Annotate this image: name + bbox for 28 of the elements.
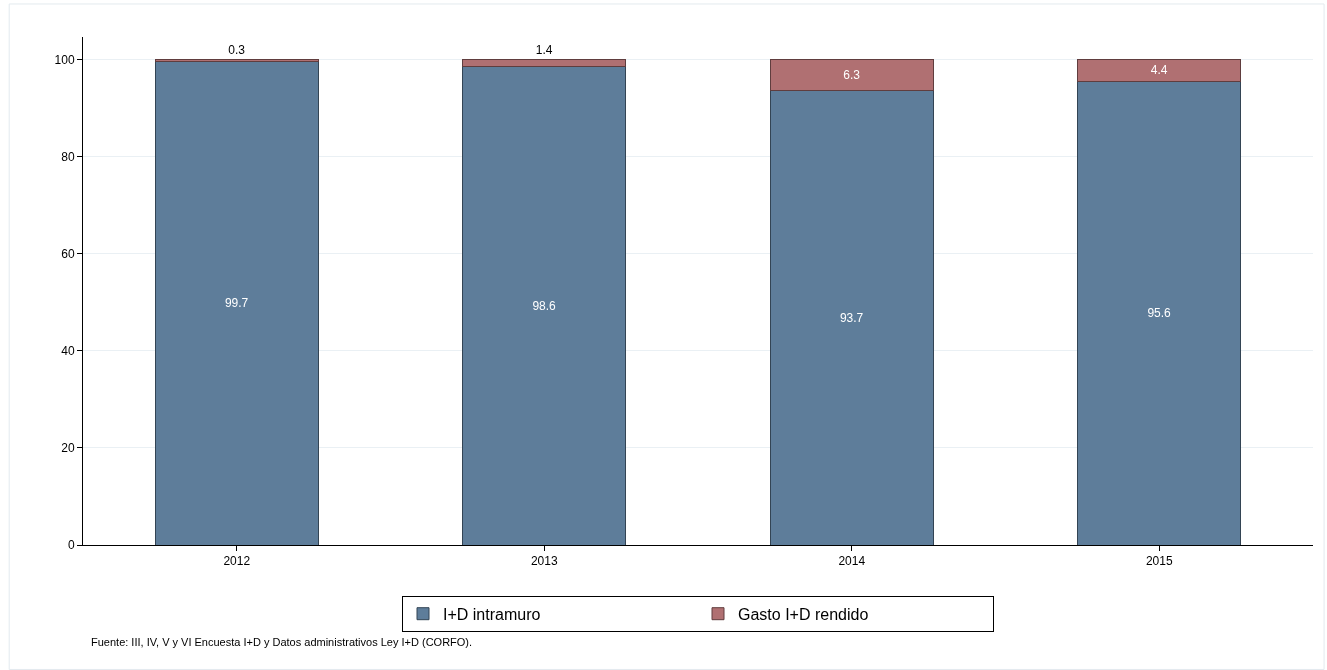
y-tick-label: 100 bbox=[54, 53, 75, 67]
bar bbox=[1077, 80, 1242, 545]
data-label: 95.6 bbox=[1147, 306, 1172, 321]
data-label: 1.4 bbox=[535, 42, 553, 57]
y-tick-label: 60 bbox=[61, 247, 75, 262]
legend-label: I+D intramuro bbox=[443, 605, 541, 623]
y-tick-label: 40 bbox=[61, 344, 75, 359]
bar bbox=[462, 66, 627, 545]
y-tick-label: 0 bbox=[67, 538, 75, 553]
bar bbox=[1077, 59, 1242, 82]
data-label: 93.7 bbox=[839, 310, 864, 325]
bar bbox=[154, 60, 319, 545]
x-tick-label: 2014 bbox=[838, 554, 866, 569]
x-tick-label: 2015 bbox=[1145, 554, 1173, 569]
bar bbox=[462, 59, 627, 68]
bar bbox=[769, 59, 934, 91]
legend-label: Gasto I+D rendido bbox=[738, 605, 869, 623]
bar bbox=[769, 89, 934, 545]
y-tick-label: 20 bbox=[61, 441, 75, 456]
x-tick-label: 2012 bbox=[223, 554, 251, 569]
data-label: 6.3 bbox=[843, 68, 861, 83]
data-label: 4.4 bbox=[1150, 63, 1168, 78]
data-label: 98.6 bbox=[532, 298, 557, 313]
data-label: 0.3 bbox=[228, 42, 246, 57]
y-tick-label: 80 bbox=[61, 150, 75, 165]
data-label: 99.7 bbox=[224, 296, 249, 311]
source-note: Fuente: III, IV, V y VI Encuesta I+D y Datos administrativos Ley I+D (CORFO). bbox=[91, 636, 473, 648]
x-tick-label: 2013 bbox=[530, 554, 558, 569]
